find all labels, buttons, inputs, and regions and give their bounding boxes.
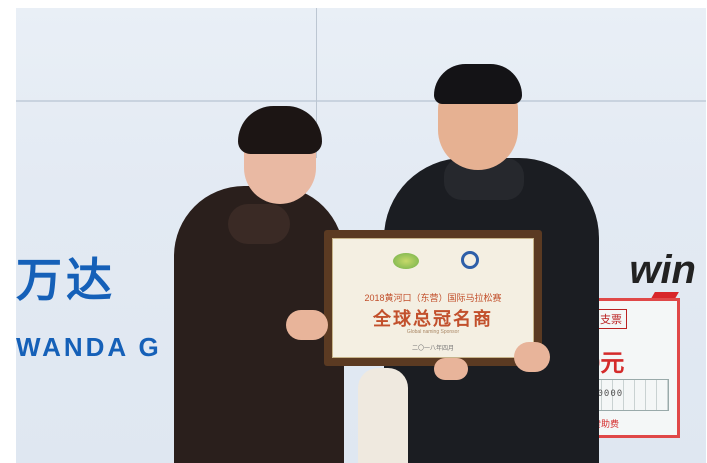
- man-hair: [434, 64, 522, 104]
- plaque-main-title: 全球总冠名商: [373, 309, 493, 330]
- wanda-logo-icon: [461, 251, 479, 269]
- woman-hair: [238, 106, 322, 154]
- man-right-hand: [514, 342, 550, 372]
- man-left-hand: [434, 358, 468, 380]
- plaque-date: 二〇一八年四月: [411, 346, 454, 352]
- plaque-face: 2018黄河口（东营）国际马拉松赛 全球总冠名商 Global naming S…: [332, 238, 534, 358]
- cheque-title: 支票: [595, 309, 627, 329]
- background-person: [358, 368, 408, 463]
- ceremony-photo: 万达 WANDA G win 支票 0000元 ¥300000000 松赛总冠名…: [16, 8, 706, 463]
- woman-hand: [286, 310, 328, 340]
- award-plaque: 2018黄河口（东营）国际马拉松赛 全球总冠名商 Global naming S…: [324, 230, 542, 366]
- backdrop-rope: [316, 8, 317, 158]
- woman-collar: [228, 204, 290, 244]
- plaque-english-title: Global naming Sponsor: [406, 329, 460, 335]
- backdrop-seam: [16, 100, 706, 102]
- backdrop-brand-chinese: 万达: [16, 253, 116, 307]
- sponsor-logo-text: win: [629, 248, 696, 292]
- marathon-logo-icon: [393, 253, 419, 269]
- backdrop-brand-english: WANDA G: [16, 332, 162, 362]
- plaque-event-title: 2018黄河口（东营）国际马拉松赛: [364, 293, 502, 303]
